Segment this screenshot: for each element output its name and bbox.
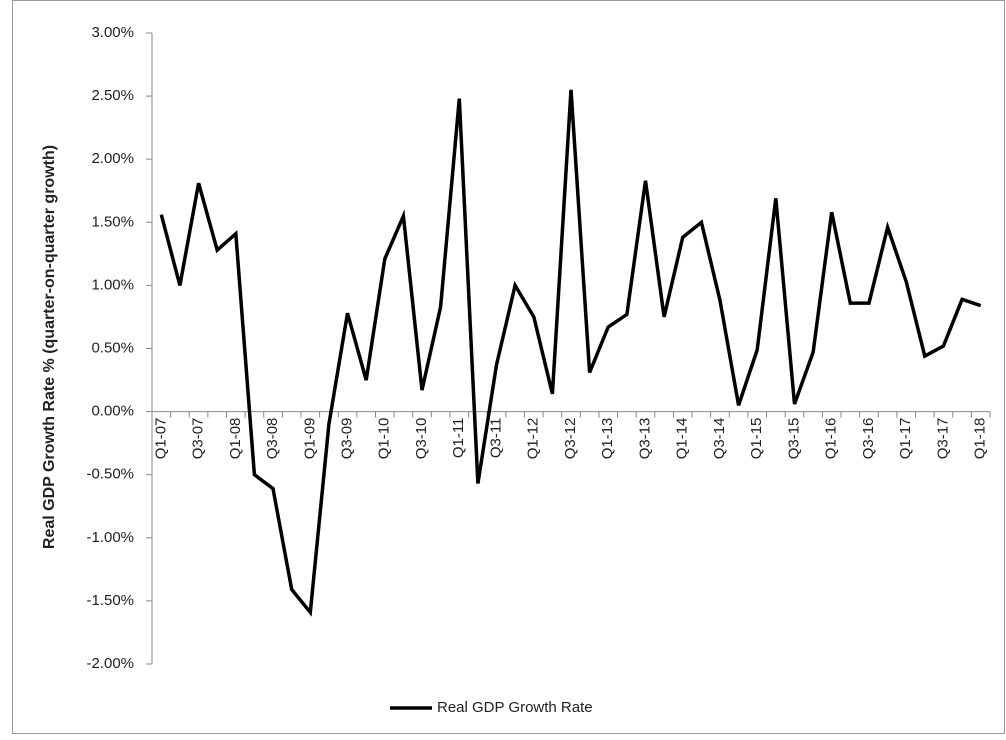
y-tick-label: 2.50% (91, 87, 134, 104)
y-tick-label: -2.00% (86, 655, 134, 672)
x-tick-label: Q1-07 (152, 418, 169, 460)
y-tick-label: 1.50% (91, 213, 134, 230)
x-tick-label: Q1-18 (972, 418, 989, 460)
x-tick-label: Q3-14 (711, 418, 728, 460)
y-tick-label: 0.00% (91, 403, 134, 420)
x-tick-label: Q1-14 (674, 418, 691, 460)
x-tick-label: Q3-08 (264, 418, 281, 460)
x-tick-label: Q1-13 (599, 418, 616, 460)
y-tick-label: -1.00% (86, 529, 134, 546)
x-tick-label: Q1-17 (897, 418, 914, 460)
x-tick-label: Q3-07 (190, 418, 207, 460)
x-tick-label: Q3-12 (562, 418, 579, 460)
x-tick-label: Q1-15 (748, 418, 765, 460)
x-tick-label: Q3-17 (934, 418, 951, 460)
x-tick-label: Q3-11 (487, 418, 504, 459)
y-tick-label: 1.00% (91, 276, 134, 293)
legend-label: Real GDP Growth Rate (437, 699, 593, 716)
x-tick-label: Q1-09 (301, 418, 318, 460)
x-tick-label: Q1-11 (450, 418, 467, 459)
y-tick-label: 0.50% (91, 339, 134, 356)
x-tick-label: Q1-08 (227, 418, 244, 460)
x-tick-label: Q3-13 (636, 418, 653, 460)
x-tick-label: Q1-12 (525, 418, 542, 460)
data-line (159, 89, 982, 617)
chart-frame (12, 0, 1005, 734)
y-tick-label: -1.50% (86, 592, 134, 609)
y-axis-label: Real GDP Growth Rate % (quarter-on-quart… (41, 145, 58, 549)
y-tick-label: 3.00% (91, 24, 134, 41)
x-tick-label: Q1-10 (376, 418, 393, 460)
x-tick-label: Q3-15 (785, 418, 802, 460)
x-tick-label: Q3-10 (413, 418, 430, 460)
x-tick-label: Q3-09 (339, 418, 356, 460)
y-tick-label: 2.00% (91, 150, 134, 167)
x-tick-label: Q3-16 (860, 418, 877, 460)
y-tick-label: -0.50% (86, 466, 134, 483)
x-tick-label: Q1-16 (823, 418, 840, 460)
